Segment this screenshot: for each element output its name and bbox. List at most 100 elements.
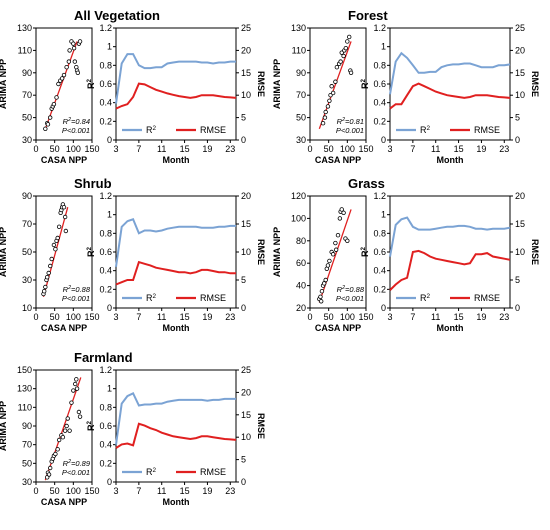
- scatter-xtick-label: 0: [307, 144, 312, 154]
- line-y2tick-label: 5: [241, 113, 246, 123]
- line-xtick-label: 11: [157, 144, 166, 154]
- scatter-point: [46, 472, 52, 477]
- line-y-label: R2: [360, 247, 370, 258]
- line-xtick-label: 7: [410, 312, 415, 322]
- line-ytick-label: 0.2: [373, 116, 386, 126]
- scatter-point: [51, 101, 57, 107]
- line-y2tick-label: 20: [515, 191, 525, 201]
- line-ytick-label: 0: [381, 135, 386, 145]
- p-annotation: P<0.001: [62, 294, 90, 303]
- line-xtick-label: 11: [431, 312, 440, 322]
- scatter-ytick-label: 110: [18, 402, 32, 412]
- line-xtick-label: 23: [499, 144, 509, 154]
- scatter-ytick-label: 30: [22, 477, 32, 487]
- scatter-point: [319, 289, 325, 294]
- line-ytick-label: 0.6: [373, 79, 386, 89]
- line-y2-label: RMSE: [256, 71, 266, 97]
- regression-line: [44, 41, 78, 130]
- line-ytick-label: 0.4: [373, 266, 386, 276]
- scatter-xtick-label: 50: [50, 144, 60, 154]
- scatter-point: [345, 238, 350, 243]
- scatter-point: [53, 451, 58, 457]
- line-xtick-label: 3: [113, 144, 118, 154]
- line-ytick-label: 0.6: [99, 79, 112, 89]
- scatter-point: [59, 76, 65, 81]
- series-line-rmse: [115, 260, 236, 286]
- scatter-point: [55, 235, 60, 241]
- scatter-point: [64, 64, 69, 70]
- scatter-point: [49, 256, 54, 262]
- scatter-y-label: ARIMA NPP: [0, 227, 8, 277]
- scatter-point: [54, 95, 59, 100]
- scatter-ytick-label: 120: [291, 191, 306, 201]
- scatter-point: [71, 388, 76, 393]
- scatter-point: [339, 207, 344, 212]
- scatter-ytick-label: 70: [22, 440, 32, 450]
- scatter-point: [347, 34, 352, 40]
- scatter-point: [62, 214, 68, 220]
- scatter-point: [64, 423, 69, 429]
- scatter-point: [333, 240, 338, 246]
- scatter-xtick-label: 100: [66, 486, 81, 496]
- scatter-y-label: ARIMA NPP: [0, 401, 8, 451]
- line-ytick-label: 0.2: [99, 116, 112, 126]
- line-x-label: Month: [163, 155, 190, 165]
- scatter-point: [63, 228, 69, 234]
- line-ytick-label: 0.4: [99, 440, 112, 450]
- scatter-point: [330, 90, 336, 96]
- scatter-point: [343, 45, 349, 51]
- scatter-point: [341, 53, 346, 59]
- line-xtick-label: 15: [180, 312, 190, 322]
- p-annotation: P<0.001: [336, 294, 364, 303]
- scatter-point: [43, 284, 48, 290]
- scatter-xtick-label: 150: [358, 144, 373, 154]
- scatter-ytick-label: 130: [17, 23, 32, 33]
- line-ytick-label: 0: [107, 135, 112, 145]
- scatter-ytick-label: 30: [22, 275, 32, 285]
- scatter-ytick-label: 50: [22, 247, 32, 257]
- scatter-point: [61, 204, 67, 210]
- line-ytick-label: 0: [107, 477, 112, 487]
- scatter-point: [42, 289, 47, 294]
- scatter-point: [323, 109, 328, 115]
- line-x-label: Month: [437, 323, 464, 333]
- line-y2tick-label: 0: [241, 135, 246, 145]
- scatter-ytick-label: 110: [18, 45, 32, 55]
- line-frame: [115, 195, 237, 309]
- scatter-frame: [309, 195, 367, 309]
- line-frame: [389, 27, 511, 141]
- line-ytick-label: 0.6: [99, 421, 112, 431]
- scatter-ytick-label: 30: [296, 135, 306, 145]
- line-y2tick-label: 0: [241, 303, 246, 313]
- scatter-point: [318, 294, 323, 299]
- scatter-ytick-label: 40: [296, 281, 306, 291]
- scatter-point: [323, 277, 328, 283]
- line-y2tick-label: 25: [515, 23, 525, 33]
- scatter-xtick-label: 0: [33, 312, 38, 322]
- line-y2-label: RMSE: [530, 239, 540, 265]
- line-ytick-label: 1.2: [99, 23, 112, 33]
- scatter-point: [320, 120, 326, 126]
- line-y2tick-label: 20: [515, 45, 525, 55]
- scatter-point: [60, 435, 66, 440]
- scatter-point: [71, 41, 76, 46]
- legend-r2-label: R2: [146, 125, 157, 135]
- line-y2tick-label: 15: [515, 68, 525, 78]
- scatter-ytick-label: 50: [22, 113, 32, 123]
- line-frame: [115, 27, 237, 141]
- line-y2tick-label: 0: [515, 303, 520, 313]
- line-ytick-label: 0.6: [99, 247, 112, 257]
- line-xtick-label: 3: [387, 144, 392, 154]
- line-ytick-label: 1: [107, 42, 112, 52]
- scatter-point: [72, 381, 78, 387]
- panel-title: Farmland: [74, 350, 133, 365]
- scatter-point: [46, 270, 51, 276]
- scatter-ytick-label: 150: [17, 365, 32, 375]
- scatter-point: [319, 299, 324, 304]
- legend-rmse-label: RMSE: [200, 467, 226, 477]
- line-ytick-label: 1.2: [373, 191, 386, 201]
- scatter-xtick-label: 150: [84, 312, 99, 322]
- line-y2tick-label: 0: [515, 135, 520, 145]
- line-xtick-label: 11: [431, 144, 440, 154]
